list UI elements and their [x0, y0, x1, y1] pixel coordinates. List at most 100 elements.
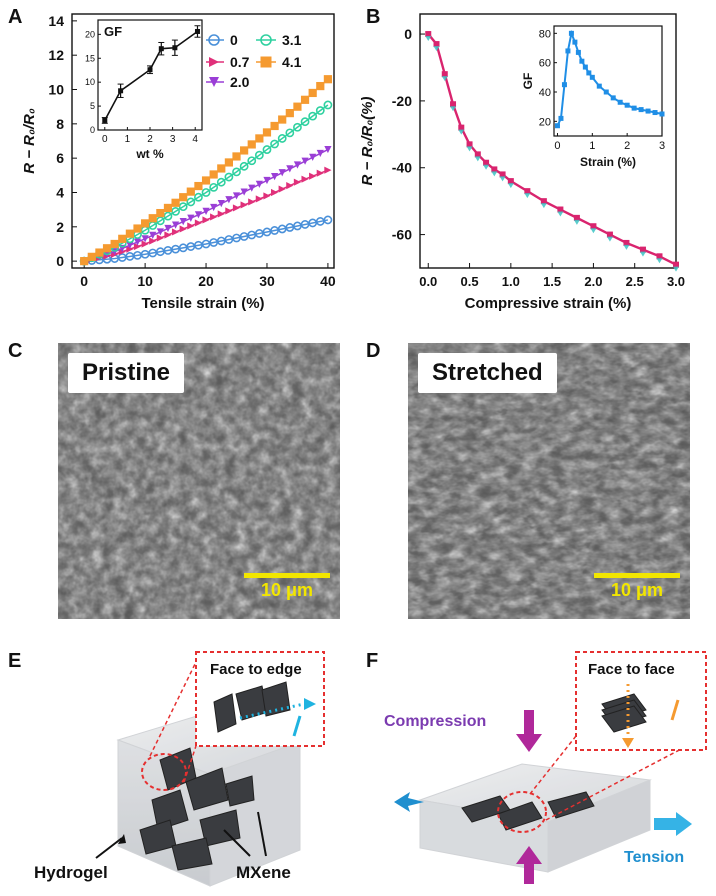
data-point-b-alt — [433, 46, 440, 52]
data-point-b-alt — [623, 244, 630, 250]
data-point-4.1 — [262, 128, 272, 137]
tension-arrow-right — [654, 818, 678, 830]
x-tick-label-b: 0.0 — [419, 274, 437, 289]
panel-letter-d: D — [366, 340, 381, 362]
data-point-0 — [300, 220, 310, 229]
data-point-b-alt — [673, 266, 679, 272]
inset-point-b — [645, 108, 651, 114]
current-marker — [292, 715, 302, 737]
y-tick-label-a: 8 — [56, 116, 64, 132]
inset-x-tick-label-a: 1 — [125, 134, 131, 145]
data-point-3.1 — [87, 253, 97, 263]
inset-point-b — [558, 115, 564, 121]
x-tick-label-b: 0.5 — [461, 274, 479, 289]
data-point-4.1 — [171, 198, 180, 207]
inset-y-tick-label-b: 40 — [539, 87, 551, 99]
data-point-2.0 — [164, 224, 172, 233]
data-point-0.7 — [95, 254, 104, 262]
inset-line-b — [556, 29, 663, 127]
data-point-2.0 — [103, 250, 111, 258]
data-point-2.0 — [187, 214, 195, 222]
data-point-0.7 — [156, 234, 164, 242]
inset-point-a — [102, 117, 108, 123]
data-point-0.7 — [133, 242, 142, 251]
arrow-head-icon — [622, 738, 634, 748]
data-point-b — [491, 166, 498, 173]
y-tick-label-a: 2 — [56, 219, 64, 235]
data-point-0 — [224, 235, 234, 244]
data-point-3.1 — [300, 117, 310, 127]
data-point-b — [499, 171, 506, 178]
data-point-b — [483, 159, 490, 166]
label-hydrogel: Hydrogel — [34, 863, 108, 882]
data-point-b — [573, 214, 580, 221]
pointer-mxene — [257, 811, 267, 857]
inset-point-b — [610, 95, 616, 101]
data-point-4.1 — [87, 252, 96, 261]
inset-point-b — [589, 74, 595, 80]
data-point-0 — [102, 254, 112, 264]
inset-y-tick-label-a: 10 — [85, 77, 95, 87]
pointer-hydrogel — [95, 837, 123, 859]
data-point-4.1 — [300, 95, 310, 104]
data-point-2.0 — [293, 161, 302, 169]
data-point-b — [425, 31, 432, 38]
inset-point-b — [579, 58, 585, 64]
data-point-0 — [232, 233, 241, 243]
inset-point-b — [554, 123, 560, 129]
data-point-3.1 — [216, 177, 226, 187]
data-point-0.7 — [309, 172, 317, 180]
inset-frame-a — [97, 19, 203, 131]
sem-label-pristine: Pristine — [68, 353, 185, 393]
legend-label-0: 0 — [230, 32, 238, 48]
data-point-2.0 — [133, 238, 142, 246]
data-point-0 — [171, 244, 180, 254]
arrow-head-icon — [118, 834, 126, 844]
data-point-b — [507, 178, 514, 185]
inset-point-b — [582, 64, 588, 70]
series-line-0.7 — [84, 169, 329, 262]
data-point-b-alt — [573, 219, 580, 225]
data-point-3.1 — [308, 111, 318, 121]
data-point-3.1 — [110, 243, 120, 252]
inset-x-tick-label-b: 2 — [624, 140, 630, 152]
data-point-3.1 — [285, 128, 295, 138]
inset-x-tick-label-b: 3 — [659, 140, 665, 152]
data-point-3.1 — [201, 188, 211, 197]
legend-marker-0 — [208, 34, 220, 46]
series-line-2.0 — [83, 148, 329, 262]
x-tick-label-a: 40 — [320, 273, 336, 289]
y-tick-label-a: 10 — [48, 82, 64, 98]
x-axis-label-b: Compressive strain (%) — [465, 295, 632, 312]
inset-y-tick-label-a: 5 — [90, 101, 95, 111]
data-point-4.1 — [255, 134, 264, 143]
data-point-b-alt — [450, 106, 457, 112]
data-point-0 — [209, 238, 219, 247]
inset-x-tick-label-a: 2 — [147, 134, 153, 145]
inset-y-tick-label-b: 80 — [539, 28, 551, 40]
data-point-4.1 — [179, 193, 188, 202]
inset-point-a — [118, 88, 124, 94]
data-point-2.0 — [202, 207, 210, 215]
data-point-4.1 — [240, 146, 249, 155]
data-point-0.7 — [149, 237, 157, 245]
panel-letter-a: A — [8, 6, 23, 28]
y-tick-label-a: 12 — [48, 47, 64, 63]
x-tick-label-b: 2.0 — [584, 274, 602, 289]
data-point-4.1 — [285, 109, 294, 118]
panel-letter-e: E — [8, 650, 22, 672]
inset-point-b — [659, 111, 665, 117]
highlight-circle — [497, 791, 547, 833]
data-point-3.1 — [178, 202, 188, 212]
compression-arrow-bottom — [524, 862, 534, 884]
data-point-4.1 — [308, 88, 317, 98]
schematic-f: Face to face Compression Tension — [384, 651, 707, 884]
panel-letter-b: B — [366, 6, 381, 28]
data-point-b-alt — [458, 129, 465, 135]
data-point-0 — [95, 255, 104, 265]
data-point-0 — [178, 243, 188, 253]
data-point-3.1 — [133, 230, 142, 239]
data-point-0.7 — [232, 204, 241, 212]
data-point-2.0 — [126, 241, 134, 249]
legend-label-4.1: 4.1 — [282, 54, 302, 70]
